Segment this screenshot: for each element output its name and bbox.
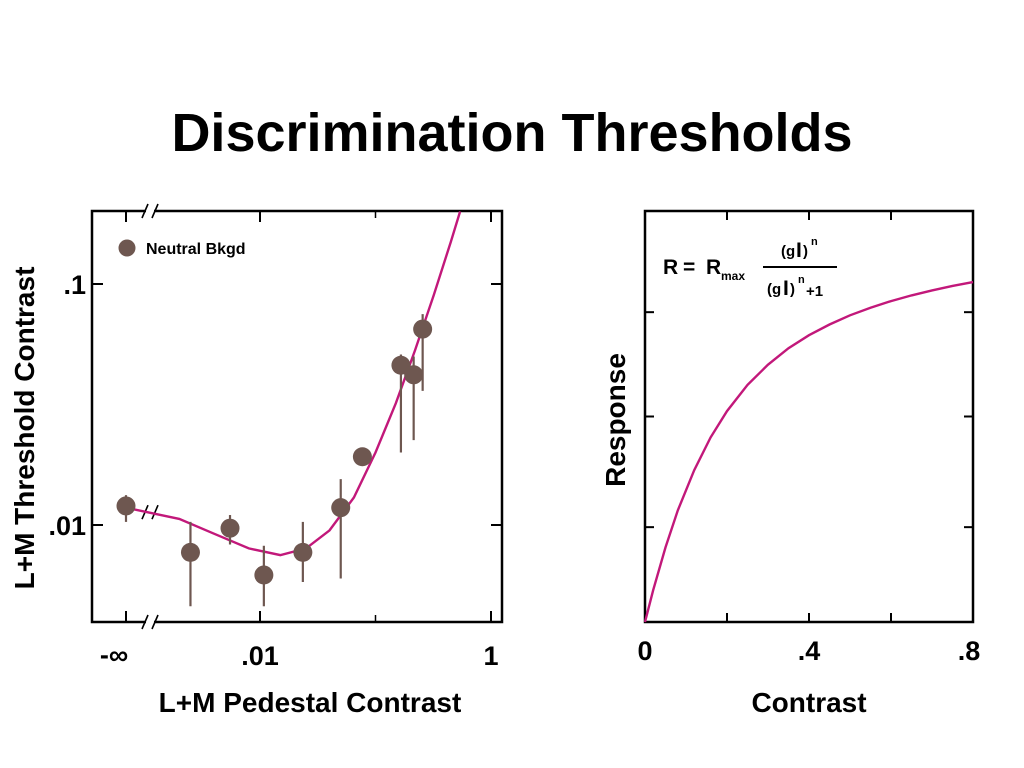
y-tick-label: .01 bbox=[48, 511, 86, 541]
axis-break-gap bbox=[146, 615, 154, 629]
formula-num-paren-open: ( bbox=[781, 243, 786, 260]
data-point bbox=[413, 319, 433, 339]
threshold-x-axis-label: L+M Pedestal Contrast bbox=[159, 687, 462, 718]
formula-r: R bbox=[706, 256, 721, 279]
axis-break-gap bbox=[146, 204, 154, 218]
axis-break-slash bbox=[141, 614, 149, 630]
response-ticks: 0 .4 .8 bbox=[637, 211, 980, 666]
formula-equals: = bbox=[683, 256, 695, 279]
axis-break-slash bbox=[151, 504, 159, 520]
response-chart: 0 .4 .8 Contrast Response R = R max ( g I … bbox=[600, 209, 980, 718]
threshold-chart: -∞ .01 1 .1 .01 Neutral Bkgd L+M Pedestal Co… bbox=[9, 203, 504, 718]
slide-title: Discrimination Thresholds bbox=[171, 103, 853, 163]
x-tick-label: -∞ bbox=[100, 640, 128, 670]
threshold-data-points bbox=[116, 314, 433, 607]
response-x-axis-label: Contrast bbox=[751, 687, 866, 718]
formula-num-i: I bbox=[796, 239, 802, 262]
axis-break-slash bbox=[141, 203, 149, 219]
formula-den-i: I bbox=[783, 277, 789, 300]
data-point bbox=[220, 518, 240, 538]
data-point bbox=[293, 542, 313, 562]
data-point bbox=[352, 447, 372, 467]
formula-den-paren-close: ) bbox=[790, 281, 795, 298]
data-point bbox=[331, 498, 351, 518]
x-tick-label: .4 bbox=[798, 636, 821, 666]
legend-label: Neutral Bkgd bbox=[146, 241, 246, 258]
legend-marker bbox=[118, 239, 136, 257]
x-tick-label: 1 bbox=[483, 641, 498, 671]
x-tick-label: 0 bbox=[637, 636, 652, 666]
response-formula: R = R max ( g I ) n ( g I ) n +1 bbox=[663, 236, 837, 300]
data-point bbox=[180, 542, 200, 562]
axis-break-slash bbox=[151, 614, 159, 630]
y-tick-label: .1 bbox=[63, 270, 86, 300]
response-y-axis-label: Response bbox=[600, 353, 631, 487]
formula-den-plus-one: +1 bbox=[806, 283, 823, 300]
data-point bbox=[404, 365, 424, 385]
response-curve bbox=[643, 280, 974, 623]
axis-break-slash bbox=[151, 203, 159, 219]
x-tick-label: .8 bbox=[958, 636, 981, 666]
data-point bbox=[116, 496, 136, 516]
response-curve-group bbox=[643, 280, 974, 623]
formula-r-subscript: max bbox=[721, 269, 745, 283]
x-tick-label: .01 bbox=[241, 641, 279, 671]
formula-num-exponent: n bbox=[811, 236, 818, 248]
data-point bbox=[254, 565, 274, 585]
threshold-ticks: -∞ .01 1 .1 .01 bbox=[48, 211, 502, 671]
threshold-plot-frame bbox=[90, 209, 504, 624]
formula-den-g: g bbox=[772, 281, 781, 298]
threshold-y-axis-label: L+M Threshold Contrast bbox=[9, 267, 40, 590]
formula-num-paren-close: ) bbox=[803, 243, 808, 260]
formula-den-exponent: n bbox=[798, 274, 805, 286]
axis-breaks bbox=[141, 203, 159, 630]
formula-num-g: g bbox=[786, 243, 795, 260]
formula-lhs: R bbox=[663, 256, 678, 279]
formula-den-paren-open: ( bbox=[767, 281, 772, 298]
